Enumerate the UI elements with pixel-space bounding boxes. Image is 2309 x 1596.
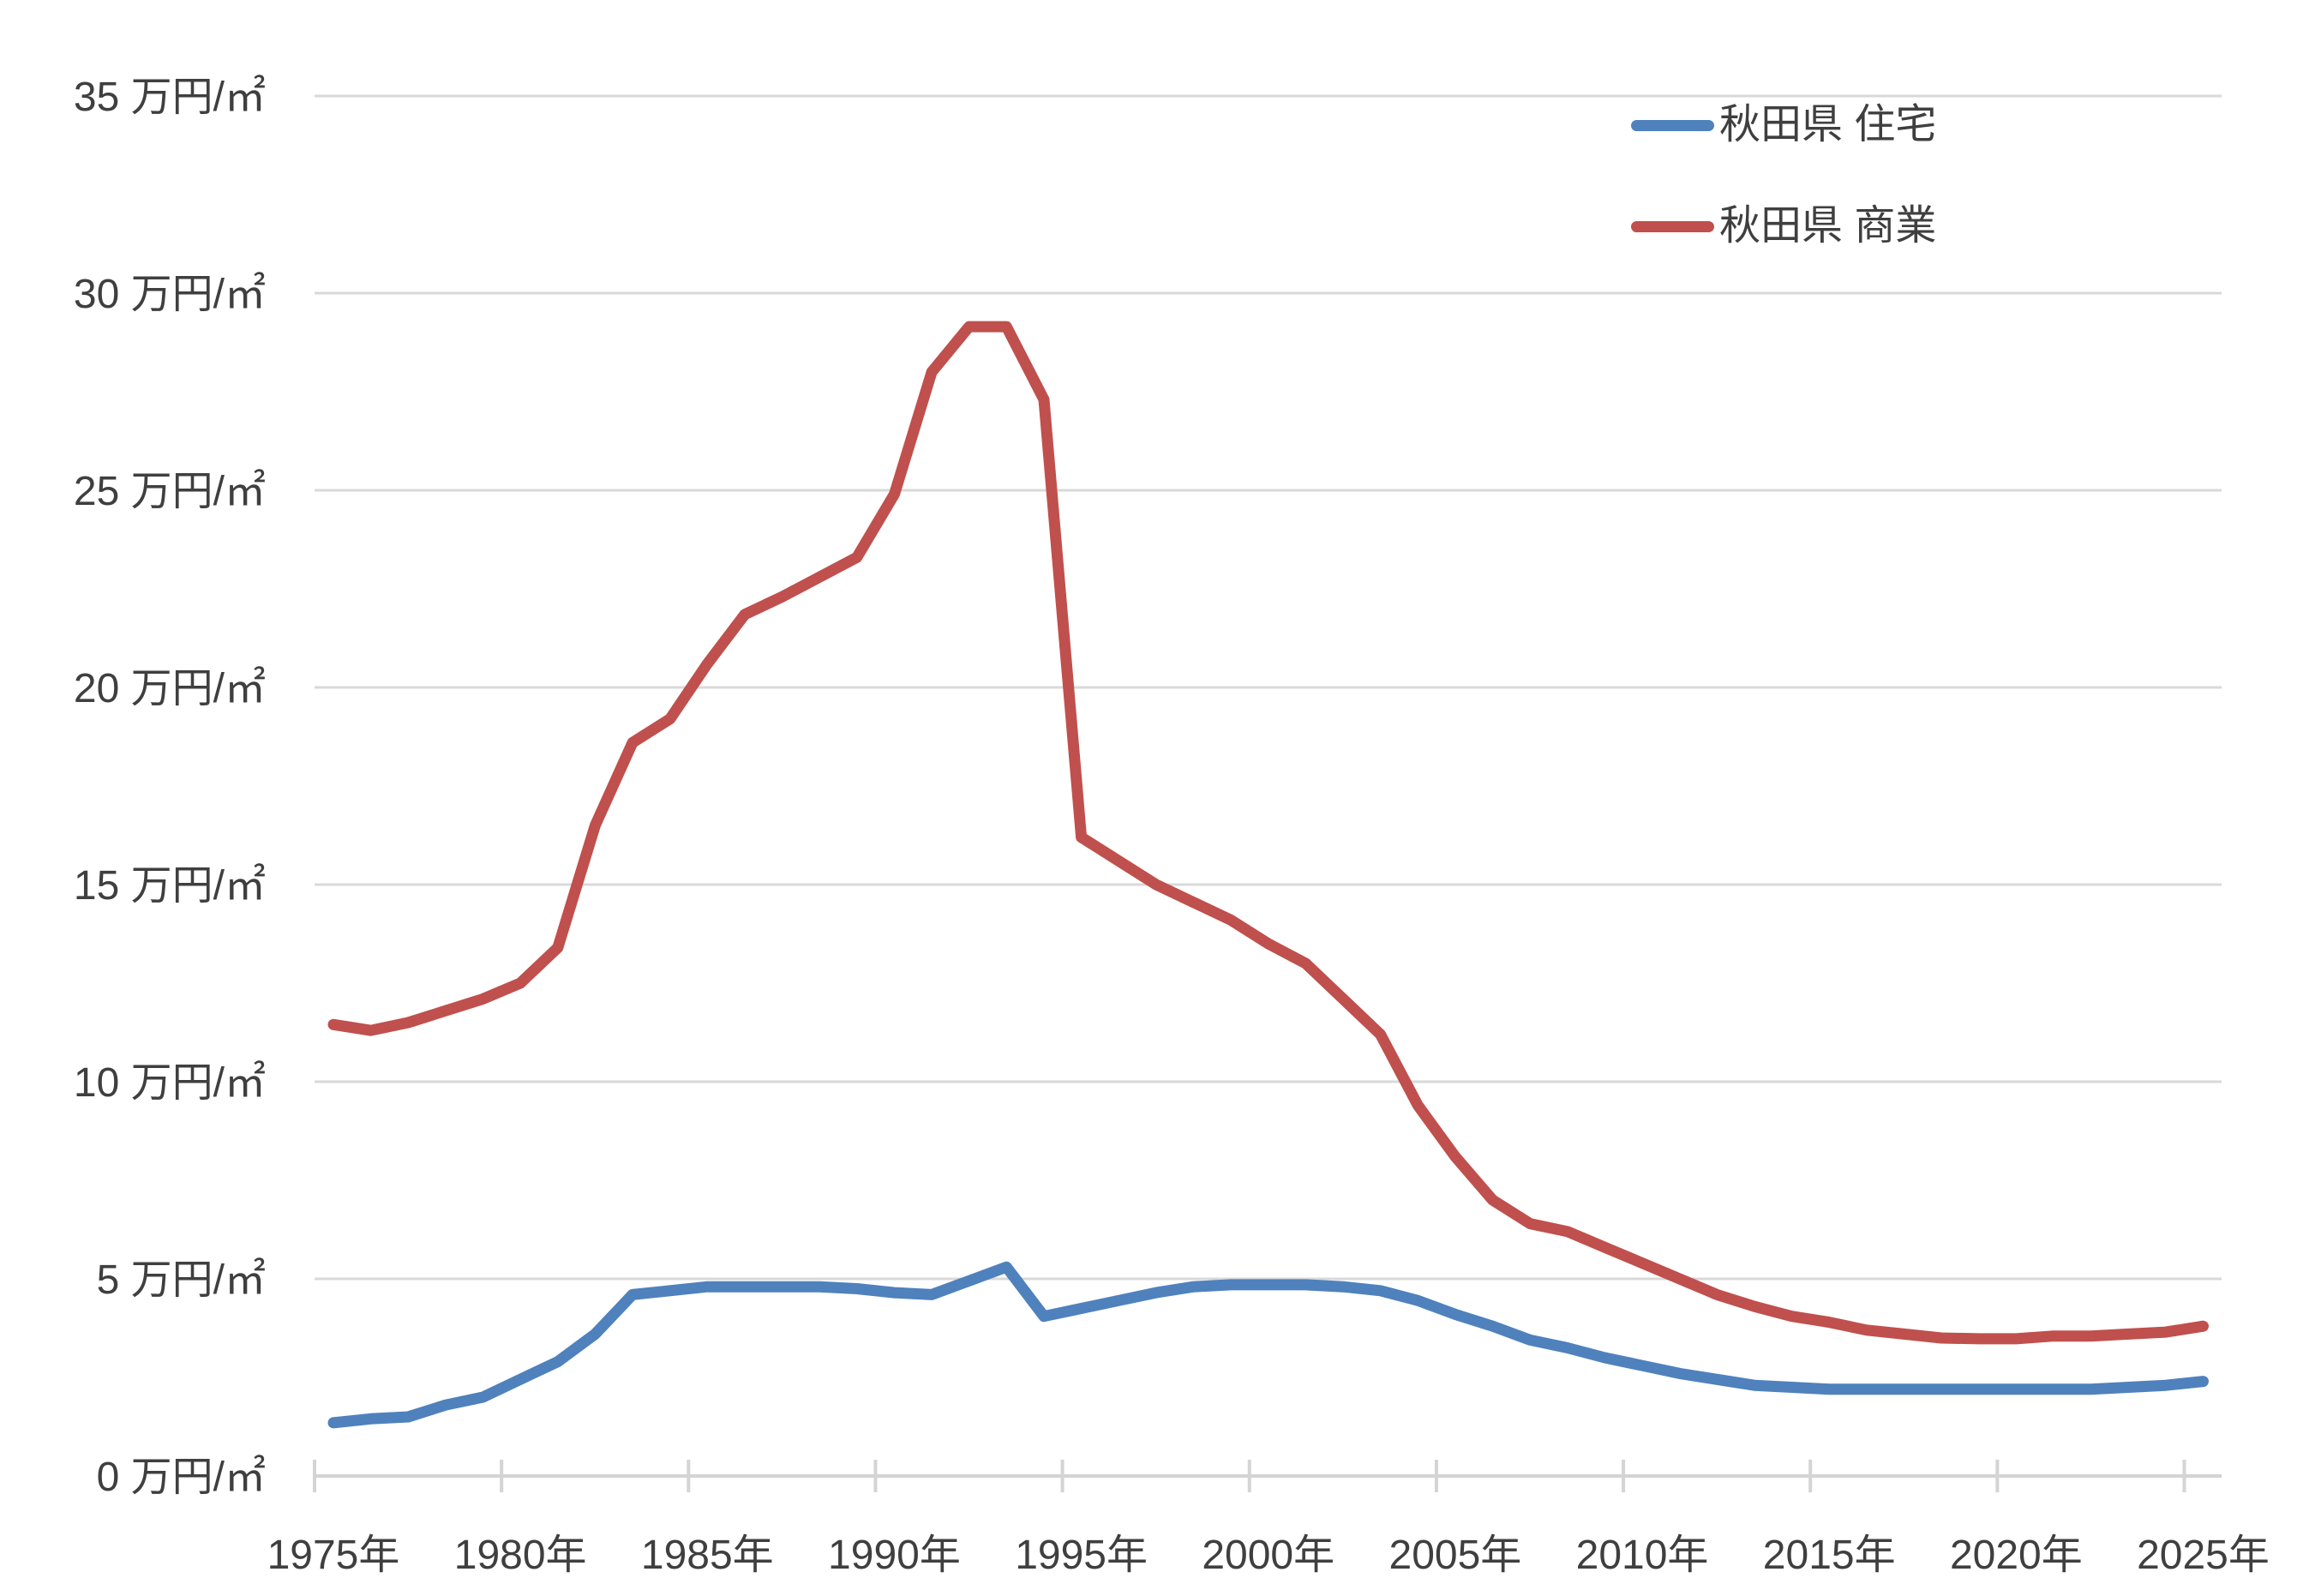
x-axis-label: 2010年	[1576, 1533, 1709, 1578]
x-axis-label: 2000年	[1202, 1533, 1334, 1578]
x-axis-label: 1990年	[828, 1533, 961, 1578]
x-axis-label: 1995年	[1015, 1533, 1148, 1578]
x-axis-label: 1975年	[267, 1533, 400, 1578]
legend-item-commercial[interactable]: 秋田県 商業	[1631, 204, 1936, 249]
legend-swatch-residential-line	[1631, 119, 1714, 131]
y-axis-label: 30 万円/㎡	[74, 272, 266, 317]
legend-label-residential: 秋田県 住宅	[1719, 102, 1937, 147]
x-axis-label: 1980年	[454, 1533, 587, 1578]
y-axis-label: 25 万円/㎡	[74, 469, 266, 514]
y-axis-label: 15 万円/㎡	[74, 863, 266, 909]
y-axis-label: 10 万円/㎡	[74, 1060, 266, 1106]
y-axis-label: 0 万円/㎡	[97, 1455, 266, 1500]
x-axis-label: 2025年	[2137, 1533, 2270, 1578]
x-axis-label: 2005年	[1389, 1533, 1522, 1578]
legend: 秋田県 住宅 秋田県 商業	[1631, 103, 1936, 249]
commercial-line	[327, 321, 2209, 1345]
legend-label-commercial: 秋田県 商業	[1719, 203, 1937, 249]
x-axis-label: 2015年	[1763, 1533, 1896, 1578]
x-axis-label: 1985年	[641, 1533, 774, 1578]
y-axis-label: 5 万円/㎡	[97, 1257, 266, 1303]
legend-swatch-commercial-line	[1631, 220, 1714, 232]
y-axis-label: 35 万円/㎡	[74, 75, 266, 120]
legend-item-residential[interactable]: 秋田県 住宅	[1631, 103, 1936, 147]
y-axis-label: 20 万円/㎡	[74, 666, 266, 711]
residential-line	[327, 1261, 2209, 1429]
x-axis-label: 2020年	[1950, 1533, 2083, 1578]
